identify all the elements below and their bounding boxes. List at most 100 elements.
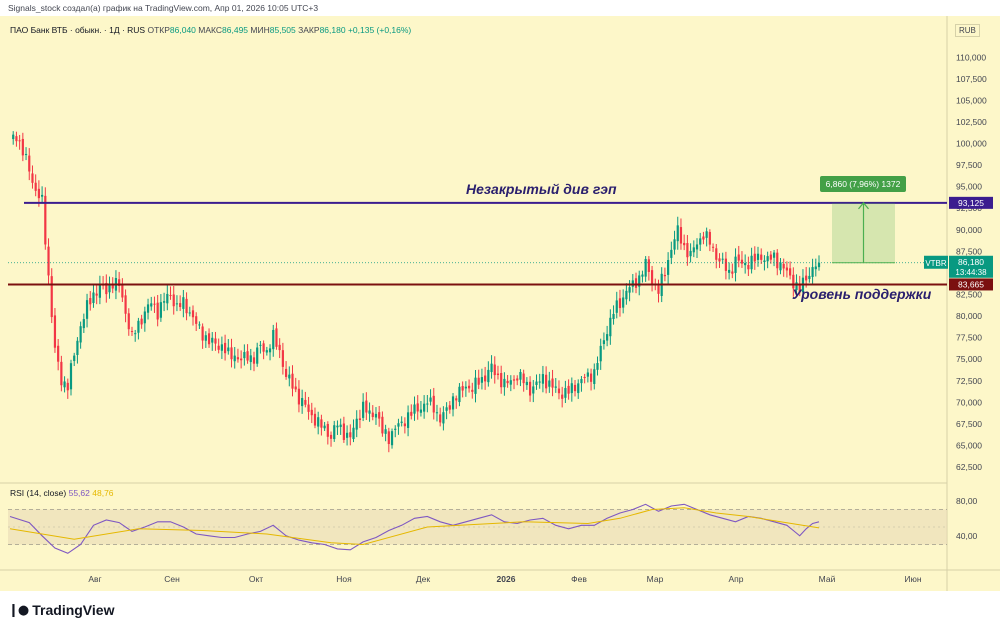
candle-body	[345, 432, 349, 438]
candle-body	[541, 374, 545, 384]
tradingview-logo-icon: ❙●	[8, 602, 29, 618]
candle-body	[323, 425, 326, 429]
candle-body	[589, 373, 593, 382]
candle-body	[496, 373, 500, 376]
candle-body	[211, 337, 214, 343]
candle-body	[44, 195, 47, 245]
candle-body	[118, 279, 121, 286]
candle-body	[451, 396, 455, 410]
low-value: 85,505	[269, 25, 296, 35]
chart-panel[interactable]	[0, 16, 1000, 591]
rsi-title[interactable]: RSI (14, close)	[10, 488, 67, 498]
time-axis: Авг Сен Окт Ноя Дек 2026 Фев Мар Апр Май Июн	[88, 574, 922, 584]
candle-body	[349, 432, 352, 438]
tradingview-logo[interactable]: ❙● TradingView	[8, 601, 114, 619]
price-tick-label: 82,500	[956, 290, 982, 300]
candle-body	[577, 383, 580, 394]
time-tick-label: Апр	[729, 574, 744, 584]
candle-body	[272, 329, 275, 350]
time-tick-label: Авг	[88, 574, 101, 584]
candle-body	[336, 425, 339, 428]
candle-body	[201, 326, 204, 341]
candle-body	[278, 344, 281, 351]
candle-body	[53, 315, 57, 348]
time-tick-label: Сен	[164, 574, 180, 584]
candle-body	[625, 290, 628, 300]
time-tick-label: 2026	[497, 574, 516, 584]
open-value: 86,040	[169, 25, 196, 35]
candle-body	[528, 381, 532, 396]
candle-body	[564, 388, 567, 398]
candle-body	[580, 379, 583, 384]
candle-body	[339, 424, 342, 427]
candle-body	[246, 351, 249, 361]
candle-body	[185, 298, 188, 314]
candle-body	[737, 254, 740, 261]
candle-body	[814, 266, 817, 270]
candle-body	[89, 298, 92, 305]
candle-body	[641, 274, 644, 277]
candle-body	[442, 412, 445, 424]
candle-body	[448, 405, 451, 410]
candle-body	[304, 399, 307, 405]
high-value: 86,495	[222, 25, 249, 35]
candle-body	[683, 242, 686, 246]
candle-body	[458, 386, 461, 403]
candle-body	[753, 253, 756, 262]
currency-button[interactable]: RUB	[955, 24, 980, 37]
rsi-legend[interactable]: RSI (14, close) 55,62 48,76	[10, 488, 114, 498]
candle-body	[284, 368, 288, 377]
candle-body	[403, 423, 406, 427]
symbol-legend[interactable]: ПАО Банк ВТБ · обыкн. · 1Д · RUS ОТКР86,…	[10, 25, 411, 35]
price-levels	[8, 201, 947, 286]
candle-body	[37, 188, 40, 199]
candle-body	[66, 382, 69, 391]
candle-body	[378, 412, 381, 419]
candle-body	[464, 386, 467, 389]
candle-body	[243, 352, 246, 359]
candle-body	[326, 423, 329, 437]
candle-body	[583, 376, 586, 378]
candle-body	[47, 246, 50, 276]
candle-body	[204, 335, 207, 341]
candle-body	[798, 284, 801, 293]
candle-body	[198, 324, 201, 326]
candle-body	[673, 239, 676, 250]
candle-body	[474, 377, 477, 394]
candle-body	[236, 357, 240, 360]
candle-body	[695, 244, 699, 250]
candle-body	[41, 194, 44, 197]
candle-body	[426, 403, 429, 405]
candle-body	[705, 231, 708, 238]
measure-arrow-head	[858, 201, 869, 210]
candle-body	[79, 326, 82, 343]
gap-annotation[interactable]: Незакрытый див гэп	[466, 181, 617, 197]
rsi-tick-label: 40,00	[956, 531, 978, 541]
candle-body	[432, 395, 435, 413]
candle-body	[532, 386, 535, 394]
candle-body	[24, 154, 28, 156]
symbol-title[interactable]: ПАО Банк ВТБ · обыкн. · 1Д · RUS	[10, 25, 146, 35]
candle-body	[333, 425, 336, 440]
ticker-badge-text: VTBR	[925, 259, 947, 268]
candle-body	[500, 373, 503, 388]
support-annotation[interactable]: Уровень поддержки	[792, 286, 932, 302]
candle-body	[570, 383, 573, 394]
candle-body	[545, 374, 548, 389]
candle-body	[676, 225, 679, 242]
candle-body	[329, 434, 333, 439]
candle-body	[63, 381, 66, 388]
gap-level-badge-text: 93,125	[958, 198, 984, 208]
candle-body	[230, 347, 233, 360]
candle-body	[240, 358, 243, 361]
candle-body	[15, 136, 18, 142]
candle-body	[73, 355, 76, 362]
candle-body	[711, 246, 715, 248]
candle-body	[435, 412, 439, 414]
time-tick-label: Май	[819, 574, 836, 584]
candle-body	[111, 285, 114, 289]
candle-body	[423, 403, 426, 412]
candle-body	[596, 363, 599, 370]
price-tick-label: 110,000	[956, 52, 986, 62]
